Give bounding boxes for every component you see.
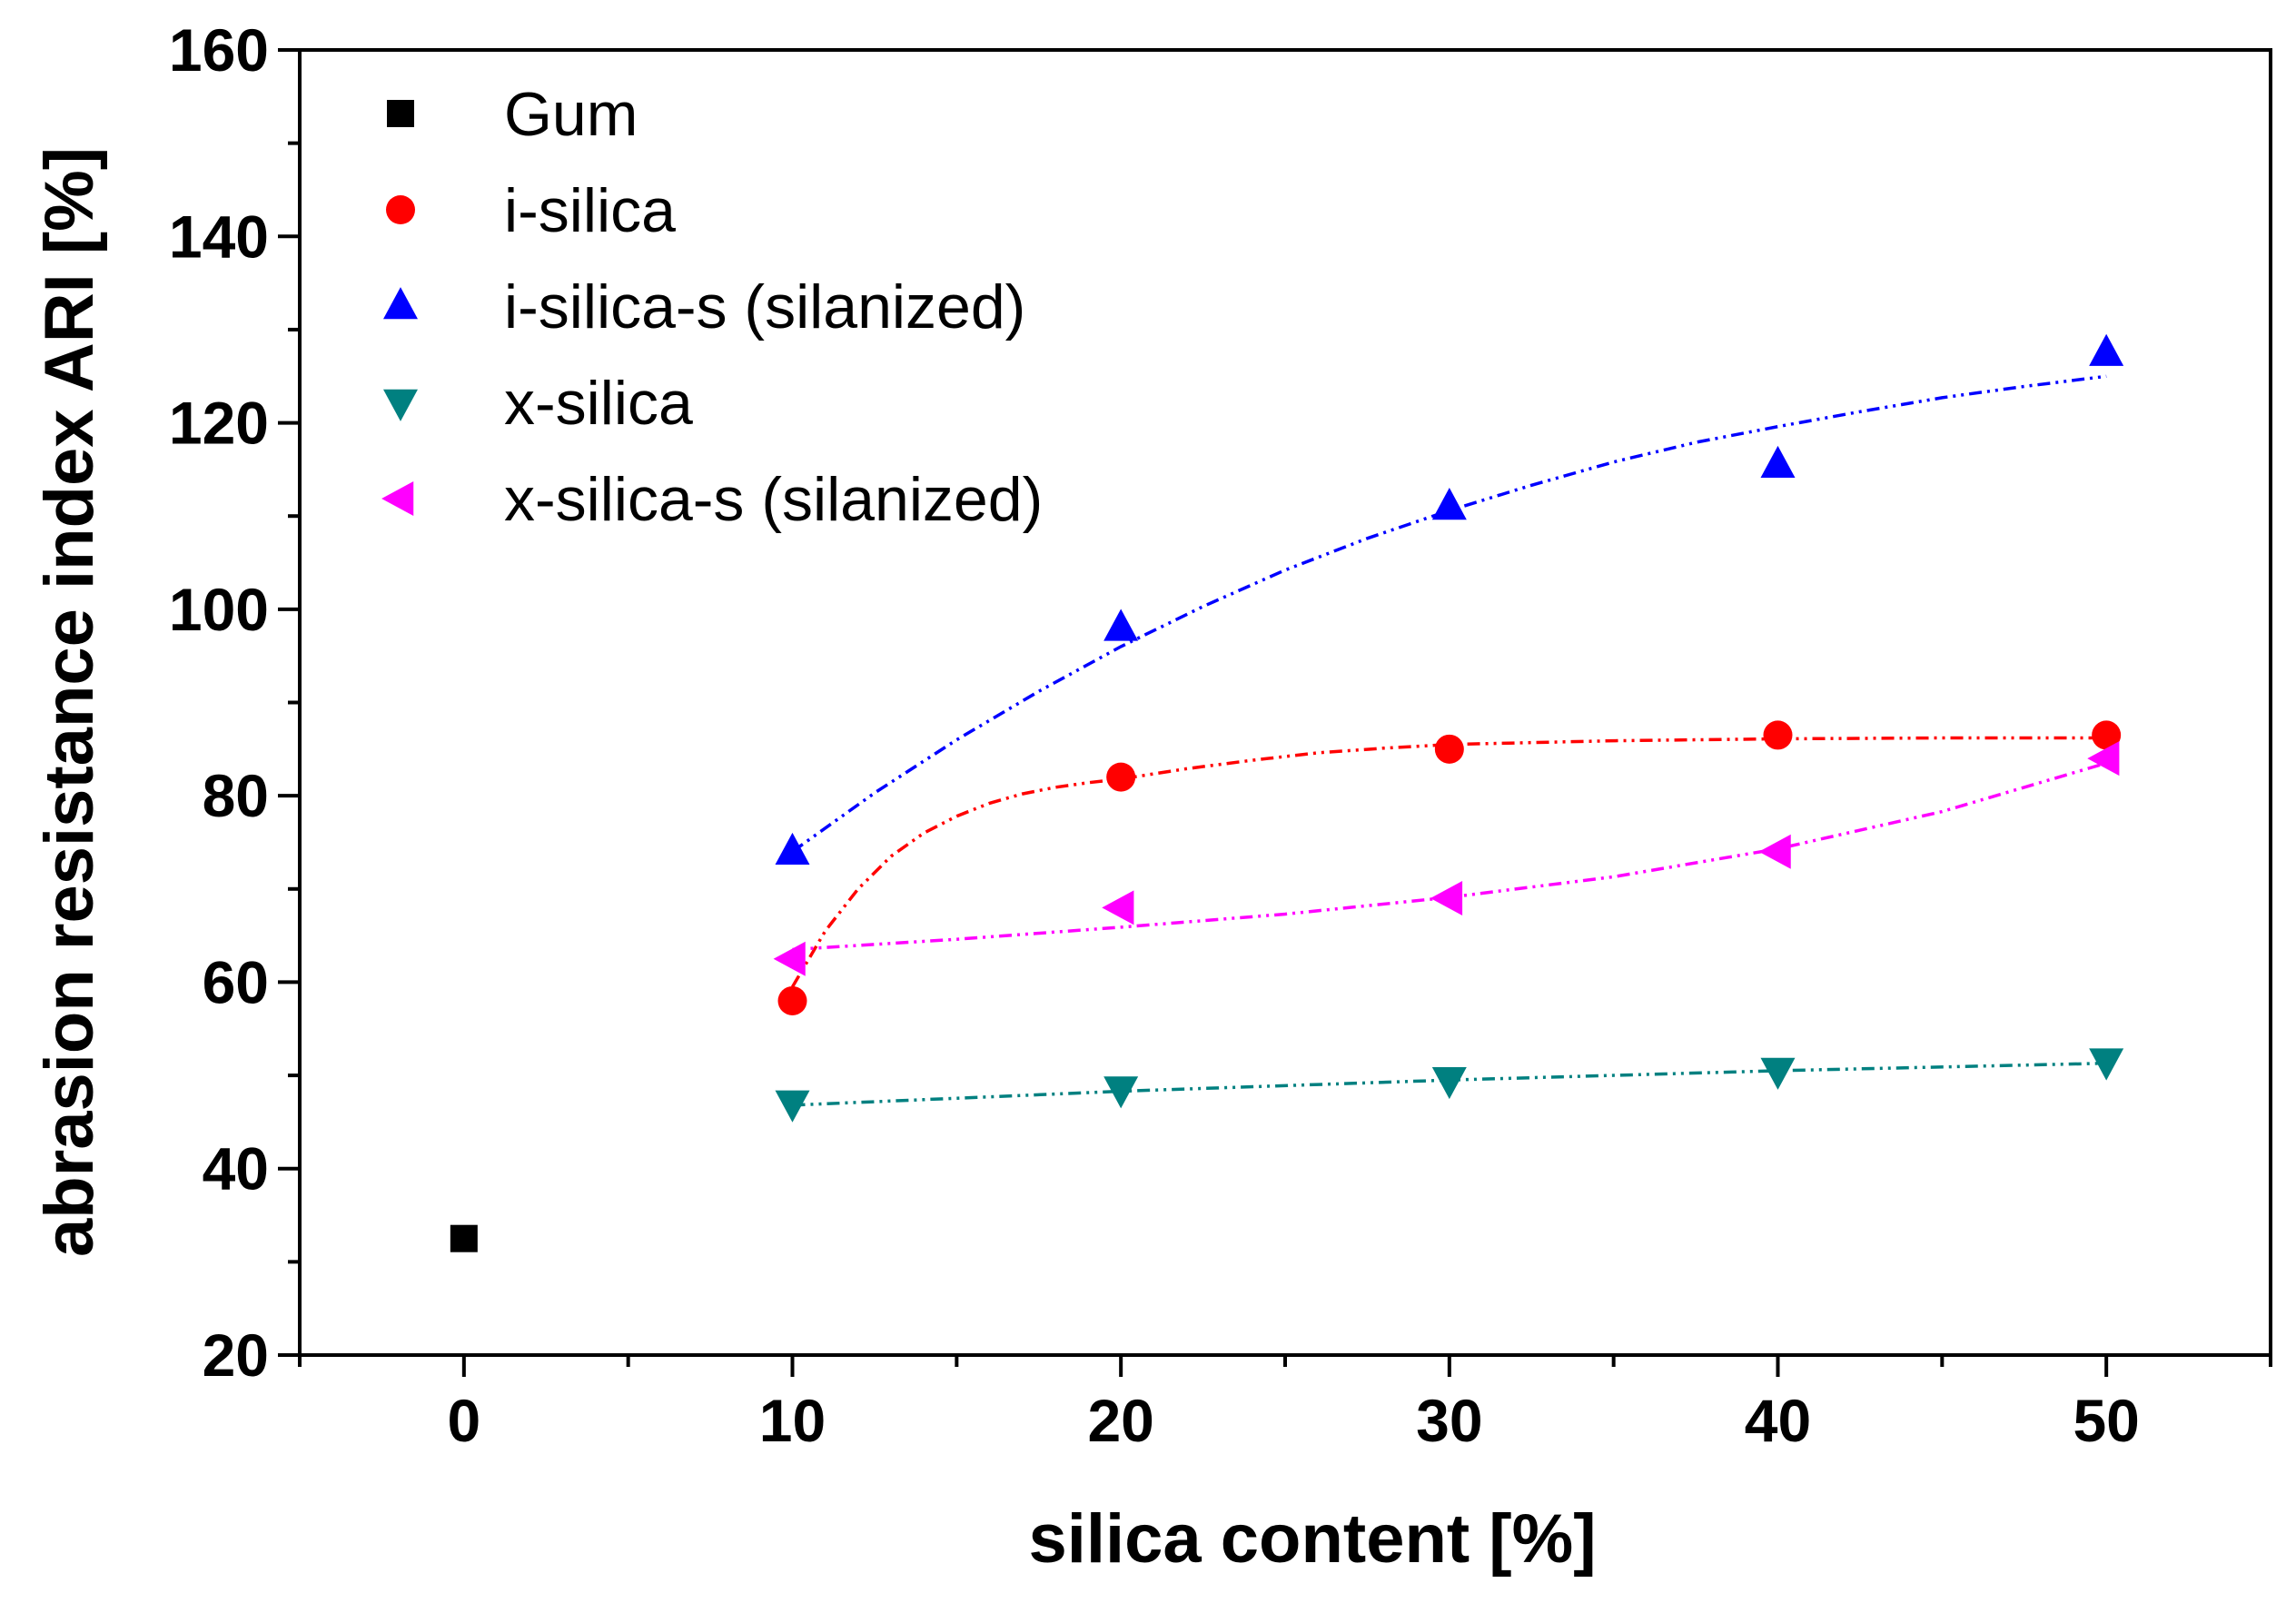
x-tick-label: 40 <box>1745 1387 1811 1454</box>
data-point-x-silica-s <box>1430 881 1463 916</box>
y-tick-label: 160 <box>169 16 269 84</box>
y-tick-label: 120 <box>169 390 269 457</box>
y-tick-label: 80 <box>203 762 269 829</box>
legend-marker-gum <box>387 100 414 127</box>
plot-frame <box>298 48 2272 1357</box>
data-point-x-silica <box>1431 1066 1467 1100</box>
data-point-x-silica <box>1103 1076 1139 1109</box>
legend-marker-x-silica-s <box>381 481 414 516</box>
x-tick-label: 0 <box>447 1387 480 1454</box>
data-point-i-silica <box>1434 734 1464 764</box>
x-axis-title: silica content [%] <box>1029 1500 1597 1578</box>
data-point-i-silica-s <box>2089 333 2124 366</box>
data-point-i-silica <box>2092 720 2122 750</box>
data-point-x-silica-s <box>1102 890 1134 925</box>
x-tick-label: 20 <box>1087 1387 1153 1454</box>
data-point-i-silica <box>1106 762 1136 792</box>
fit-line-x-silica-s <box>792 761 2107 952</box>
x-tick-label: 30 <box>1416 1387 1482 1454</box>
data-point-x-silica-s <box>1758 834 1791 869</box>
fit-line-i-silica-s <box>791 374 2107 854</box>
y-axis-title: abrasion resistance index ARI [%] <box>31 147 108 1257</box>
legend-label-gum: Gum <box>504 80 638 149</box>
legend-label-i-silica-s: i-silica-s (silanized) <box>504 272 1025 341</box>
legend-marker-x-silica <box>383 389 418 421</box>
data-point-x-silica-s <box>2087 741 2120 777</box>
data-point-x-silica <box>775 1090 810 1123</box>
y-tick-label: 100 <box>169 576 269 643</box>
legend-label-x-silica: x-silica <box>504 369 693 438</box>
data-point-i-silica-s <box>1103 609 1139 641</box>
data-point-i-silica-s <box>775 832 810 865</box>
data-point-gum <box>450 1224 478 1252</box>
legend-marker-i-silica-s <box>383 287 418 320</box>
data-point-i-silica-s <box>1431 488 1467 520</box>
data-point-x-silica-s <box>773 941 806 976</box>
y-tick-label: 40 <box>203 1135 269 1202</box>
fit-line-i-silica <box>790 736 2107 988</box>
x-tick-label: 10 <box>759 1387 826 1454</box>
y-tick-label: 20 <box>203 1321 269 1389</box>
y-tick-label: 140 <box>169 203 269 270</box>
legend-label-i-silica: i-silica <box>504 176 676 245</box>
x-tick-label: 50 <box>2073 1387 2139 1454</box>
legend-label-x-silica-s: x-silica-s (silanized) <box>504 465 1043 534</box>
legend-marker-i-silica <box>386 195 415 224</box>
data-point-i-silica <box>777 985 807 1015</box>
data-point-i-silica-s <box>1760 445 1796 479</box>
data-point-x-silica <box>2089 1048 2124 1081</box>
data-point-x-silica <box>1760 1057 1796 1090</box>
data-point-i-silica <box>1763 720 1793 750</box>
y-tick-label: 60 <box>203 948 269 1015</box>
